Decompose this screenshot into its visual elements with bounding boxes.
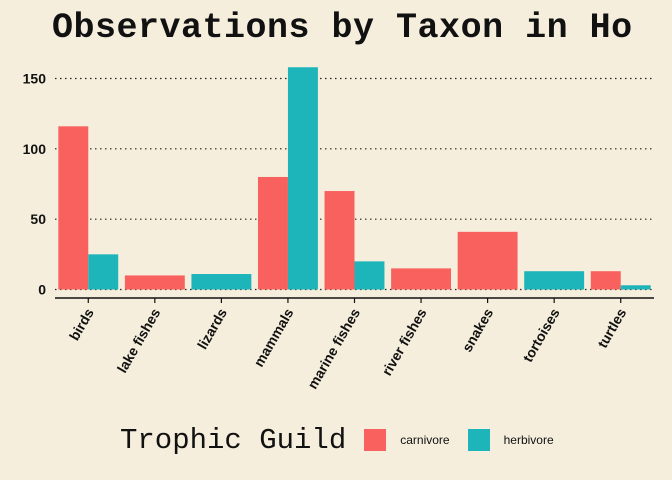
- bar-carnivore-river-fishes: [391, 268, 452, 290]
- x-tick-label: turtles: [594, 305, 629, 350]
- y-axis-ticks: 0 50 100 150: [23, 71, 47, 298]
- x-tick-label: marine fishes: [304, 305, 363, 391]
- legend-label-herbivore: herbivore: [503, 433, 554, 447]
- legend: Trophic Guild carnivore herbivore: [120, 420, 572, 460]
- bar-carnivore-mammals: [257, 176, 288, 290]
- x-axis-ticks: birds lake fishes lizards mammals marine fis…: [66, 298, 629, 392]
- bar-carnivore-snakes: [457, 231, 518, 290]
- plot-area: 0 50 100 150 birds lake fishes lizards mammals…: [23, 67, 654, 392]
- bar-herbivore-birds: [88, 254, 119, 290]
- bar-herbivore-lizards: [191, 274, 252, 290]
- y-tick-label: 50: [30, 211, 46, 227]
- bar-carnivore-birds: [58, 126, 89, 290]
- x-tick-label: birds: [66, 305, 97, 343]
- bar-herbivore-mammals: [287, 67, 318, 290]
- y-tick-label: 150: [23, 71, 47, 87]
- legend-title: Trophic Guild: [120, 423, 347, 457]
- legend-key-carnivore: [364, 429, 387, 451]
- legend-key-herbivore: [467, 429, 490, 451]
- bar-herbivore-tortoises: [524, 271, 585, 290]
- x-tick-label: tortoises: [519, 305, 563, 364]
- x-tick-label: mammals: [250, 305, 296, 369]
- x-tick-label: river fishes: [378, 305, 429, 378]
- bar-herbivore-turtles: [620, 285, 651, 290]
- legend-label-carnivore: carnivore: [400, 433, 450, 447]
- bar-carnivore-lake-fishes: [124, 275, 185, 290]
- x-tick-label: lizards: [194, 305, 230, 352]
- bars: [58, 67, 651, 290]
- legend-item-herbivore: herbivore: [467, 429, 554, 451]
- chart-title: Observations by Taxon in Ho: [52, 8, 633, 48]
- x-tick-label: snakes: [459, 305, 497, 354]
- x-tick-label: lake fishes: [114, 305, 164, 375]
- bar-herbivore-marine-fishes: [354, 261, 385, 290]
- bar-carnivore-turtles: [590, 271, 621, 290]
- bar-carnivore-marine-fishes: [324, 191, 355, 290]
- y-tick-label: 0: [38, 282, 46, 298]
- legend-item-carnivore: carnivore: [364, 429, 450, 451]
- y-tick-label: 100: [23, 141, 47, 157]
